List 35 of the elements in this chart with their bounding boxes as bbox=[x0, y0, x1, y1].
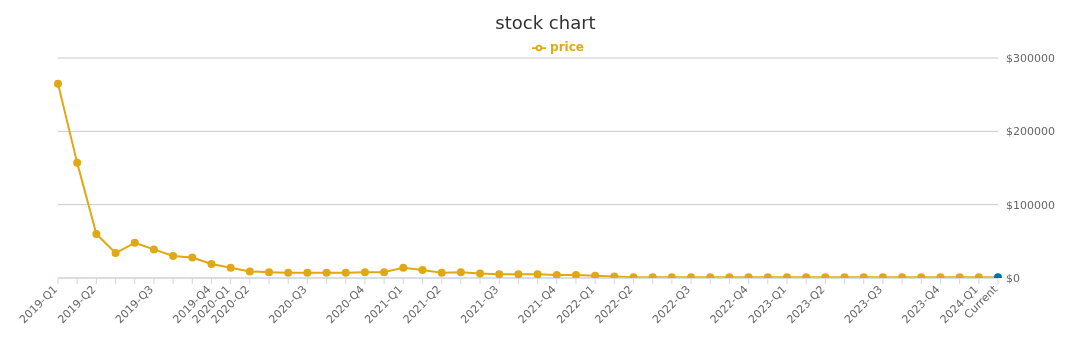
y-tick-label: $200000 bbox=[1006, 125, 1055, 139]
point bbox=[437, 268, 446, 277]
y-tick-label: $100000 bbox=[1006, 198, 1055, 212]
point bbox=[92, 230, 101, 238]
point bbox=[111, 249, 120, 258]
point bbox=[169, 252, 178, 260]
point bbox=[456, 268, 465, 277]
y-tick-label: $300000 bbox=[1006, 51, 1055, 65]
point bbox=[188, 253, 197, 262]
point bbox=[207, 260, 216, 269]
point bbox=[303, 268, 312, 277]
point bbox=[418, 265, 427, 274]
point bbox=[149, 245, 158, 254]
point bbox=[360, 268, 369, 277]
point bbox=[514, 270, 523, 278]
point bbox=[284, 268, 293, 277]
legend-label: price bbox=[550, 40, 584, 54]
point bbox=[533, 270, 542, 278]
y-tick-label: $0 bbox=[1006, 271, 1020, 285]
point bbox=[130, 238, 139, 247]
point bbox=[399, 263, 408, 272]
point bbox=[380, 268, 389, 277]
point bbox=[54, 79, 62, 88]
chart-title: stock chart bbox=[494, 11, 597, 35]
point bbox=[341, 268, 350, 277]
point bbox=[322, 268, 331, 277]
point bbox=[495, 270, 504, 278]
point bbox=[552, 271, 561, 278]
point bbox=[476, 269, 485, 278]
point bbox=[571, 271, 580, 278]
point bbox=[265, 268, 274, 277]
point bbox=[591, 271, 600, 278]
point bbox=[226, 263, 235, 272]
point bbox=[73, 158, 82, 167]
point bbox=[245, 267, 254, 276]
